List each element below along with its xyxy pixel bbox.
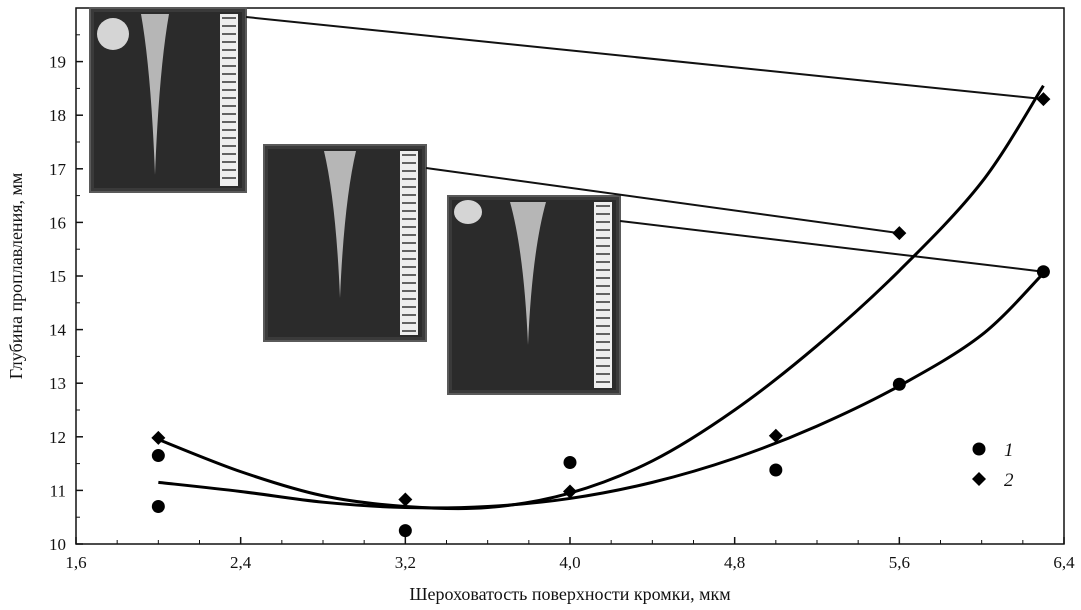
inset-spot <box>454 200 482 224</box>
x-tick-label: 4,0 <box>559 553 580 572</box>
x-tick-label: 2,4 <box>230 553 252 572</box>
x-tick-label: 4,8 <box>724 553 745 572</box>
y-tick-label: 19 <box>49 53 66 72</box>
y-tick-label: 16 <box>49 213 66 232</box>
point-series-2 <box>892 226 907 241</box>
point-series-2 <box>563 484 577 499</box>
inset-photo-1 <box>89 7 247 193</box>
y-tick-label: 10 <box>49 535 66 554</box>
point-series-1 <box>769 463 783 477</box>
point-series-1 <box>398 524 412 538</box>
legend-marker-1 <box>972 442 986 456</box>
data-points <box>151 92 1051 538</box>
point-series-1 <box>1036 265 1050 279</box>
y-tick-label: 12 <box>49 428 66 447</box>
y-tick-label: 14 <box>49 321 67 340</box>
inset-photo-3 <box>447 195 621 395</box>
inset-spot <box>97 18 129 50</box>
x-tick-label: 3,2 <box>395 553 416 572</box>
x-tick-label: 1,6 <box>65 553 86 572</box>
y-tick-label: 15 <box>49 267 66 286</box>
y-tick-label: 17 <box>49 160 67 179</box>
scale-ruler <box>220 14 238 186</box>
leader-lines <box>245 16 1044 273</box>
y-tick-label: 18 <box>49 106 66 125</box>
point-series-2 <box>151 430 166 445</box>
point-series-2 <box>768 428 783 443</box>
x-tick-label: 5,6 <box>889 553 910 572</box>
leader-line <box>619 220 1044 273</box>
legend: 12 <box>972 440 1014 491</box>
leader-line <box>245 16 1044 101</box>
x-axis-title: Шероховатость поверхности кромки, мкм <box>409 584 730 604</box>
legend-label: 2 <box>1004 470 1014 491</box>
fit-curve-series-1 <box>158 272 1045 510</box>
point-series-1 <box>151 499 165 513</box>
point-series-2 <box>398 492 413 507</box>
axis-ticks: 1,6 2,4 3,2 4,0 4,8 5,6 6,41011121314151617181… <box>49 34 1075 572</box>
legend-label: 1 <box>1004 440 1014 461</box>
point-series-1 <box>892 377 906 391</box>
point-series-2 <box>1036 92 1051 107</box>
weld-bead <box>324 151 356 298</box>
y-tick-label: 11 <box>50 481 66 500</box>
photo-insets <box>89 7 621 395</box>
y-axis-title: Глубина проплавления, мм <box>6 173 26 380</box>
leader-line <box>425 167 900 235</box>
fit-curves <box>157 84 1045 511</box>
weld-bead <box>510 202 546 345</box>
legend-marker-2 <box>972 472 986 486</box>
point-series-1 <box>563 456 577 470</box>
weld-bead <box>141 14 169 175</box>
point-series-1 <box>151 449 165 463</box>
x-tick-label: 6,4 <box>1053 553 1075 572</box>
inset-photo-2 <box>263 144 427 342</box>
fit-curve-series-2 <box>157 84 1045 511</box>
y-tick-label: 13 <box>49 374 66 393</box>
